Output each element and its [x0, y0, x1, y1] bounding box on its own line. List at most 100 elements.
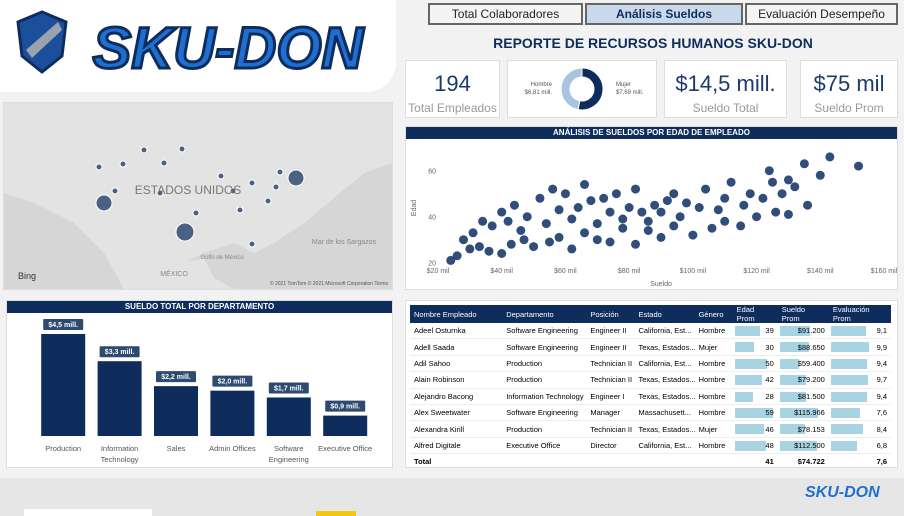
map-brand: Bing	[18, 271, 36, 281]
scatter-point	[465, 244, 475, 254]
report-title: REPORTE DE RECURSOS HUMANOS SKU-DON	[493, 35, 813, 51]
table-panel: Nombre Empleado Departamento Posición Estad…	[405, 300, 898, 471]
cell-value: $91.200	[797, 326, 825, 336]
table-cell: Hombre	[694, 371, 733, 389]
table-cell: $78.153	[777, 420, 829, 438]
donut-slice	[560, 67, 583, 111]
table-cell: Engineer II	[586, 338, 635, 356]
data-bar	[779, 440, 817, 451]
table-row: Adell Saada Software Engineering Engineer …	[410, 338, 891, 356]
scatter-point	[675, 212, 685, 222]
scatter-point	[554, 205, 564, 215]
table-cell: Alain Robinson	[410, 371, 503, 389]
table-cell: 9,1	[828, 323, 891, 340]
table-row: Alain Robinson Production Technician II Tex…	[410, 371, 891, 389]
table-cell: 9,9	[828, 338, 891, 356]
logo-text: SKU-DON	[93, 16, 365, 81]
table-cell: Alex Sweetwater	[410, 404, 503, 422]
scatter-point	[503, 216, 513, 226]
bar	[154, 386, 198, 436]
data-bar	[734, 375, 762, 386]
value-label-bg	[43, 319, 84, 330]
table-cell: Technician II	[586, 420, 635, 438]
scatter-point	[519, 235, 529, 245]
scatter-point	[739, 200, 749, 210]
chart-svg: Hombre $6,81 mill. Mujer $7,69 mill.	[525, 67, 644, 111]
table-cell: 8,4	[828, 420, 891, 438]
column-header: Nombre Empleado	[410, 305, 503, 323]
column-header: Evaluación Prom	[828, 305, 891, 323]
scatter-point	[545, 237, 554, 247]
scatter-point	[764, 166, 774, 176]
scatter-point	[777, 189, 787, 199]
table-cell: Software Engineering	[502, 338, 587, 356]
data-bar	[779, 424, 806, 435]
data-bar	[779, 375, 806, 386]
bar	[97, 361, 142, 436]
scatter-point	[580, 180, 590, 189]
table-cell: Massachusett...	[634, 404, 695, 422]
scatter-point	[631, 184, 641, 194]
data-bar	[830, 407, 860, 418]
donut-card: Hombre $6,81 mill. Mujer $7,69 mill.	[507, 60, 657, 118]
value-label-bg	[268, 382, 309, 394]
table-row: Adeel Osturnka Software Engineering Engine…	[410, 323, 891, 340]
table-row: Alfred Digitale Executive Office Director C…	[410, 437, 891, 455]
table-cell: Texas, Estados...	[634, 371, 695, 389]
table-cell: Mujer	[694, 420, 733, 438]
table-cell: Director	[586, 437, 635, 455]
scatter-point	[605, 207, 615, 217]
value-label: $3,3 mill.	[105, 349, 135, 356]
tab[interactable]: Evaluación Desempeño	[745, 3, 898, 25]
tab[interactable]: Total Colaboradores	[428, 3, 583, 25]
table-cell: Engineer II	[586, 323, 635, 340]
table-cell: $88.650	[777, 338, 829, 356]
cell-value: 9,4	[876, 358, 887, 368]
data-bar	[779, 358, 800, 369]
scatter-point	[662, 196, 672, 206]
table-cell: Alejandro Bacong	[410, 388, 503, 405]
table-cell: Engineer I	[586, 388, 635, 405]
scatter-point	[506, 239, 516, 249]
scatter-point	[446, 255, 456, 265]
chart-svg: $20 mil $40 mil $60 mil $80 mil $100 mil $120…	[411, 152, 898, 288]
scatter-point	[694, 203, 704, 212]
total-cell: $74.722	[777, 453, 829, 471]
donut-chart: Hombre $6,81 mill. Mujer $7,69 mill.	[508, 61, 656, 117]
x-tick-label: $100 mil	[680, 268, 707, 275]
x-tick-label: $40 mil	[490, 268, 513, 275]
tab[interactable]: Análisis Sueldos	[585, 3, 743, 25]
kpi-card: $14,5 mill. Sueldo Total	[664, 60, 787, 118]
table-cell: Texas, Estados...	[634, 388, 695, 405]
scatter-point	[656, 207, 666, 217]
kpi-card: 194 Total Empleados	[405, 60, 500, 118]
value-label-bg	[99, 346, 140, 358]
cell-value: $78.153	[797, 424, 825, 434]
bar-chart: $4,5 mill. $3,3 mill. $2,2 mill. $2,0 mill.…	[7, 313, 392, 467]
scatter-point	[643, 216, 653, 226]
table-cell: Software Engineering	[502, 404, 587, 422]
scatter-panel: ANÁLISIS DE SUELDOS POR EDAD DE EMPLEADO…	[405, 126, 898, 290]
table-cell: Manager	[586, 404, 635, 422]
table-cell: $112.500	[777, 437, 829, 455]
scatter-point	[468, 228, 478, 238]
table-cell: 9,7	[828, 371, 891, 389]
table-cell: Alfred Digitale	[410, 437, 503, 455]
x-axis-label: Sueldo	[650, 281, 672, 288]
x-tick-label: $160 mil	[871, 268, 897, 275]
scatter-point	[815, 170, 825, 180]
value-label-bg	[156, 371, 196, 383]
x-tick-label: $20 mil	[427, 268, 450, 275]
x-tick-label: Admin Offices	[209, 444, 256, 453]
table-cell: Technician II	[586, 355, 635, 373]
table-cell: 30	[732, 338, 778, 356]
cell-value: 6,8	[876, 440, 887, 450]
table-cell: $81.500	[777, 388, 829, 405]
total-row: Total 41 $74.722 7,6	[410, 453, 891, 471]
table-cell: 46	[732, 420, 778, 438]
data-bar	[830, 424, 864, 435]
scatter-point	[567, 214, 577, 224]
table-cell: Production	[502, 371, 587, 389]
value-label: $2,2 mill.	[161, 374, 191, 381]
table-cell: Technician II	[586, 371, 635, 389]
